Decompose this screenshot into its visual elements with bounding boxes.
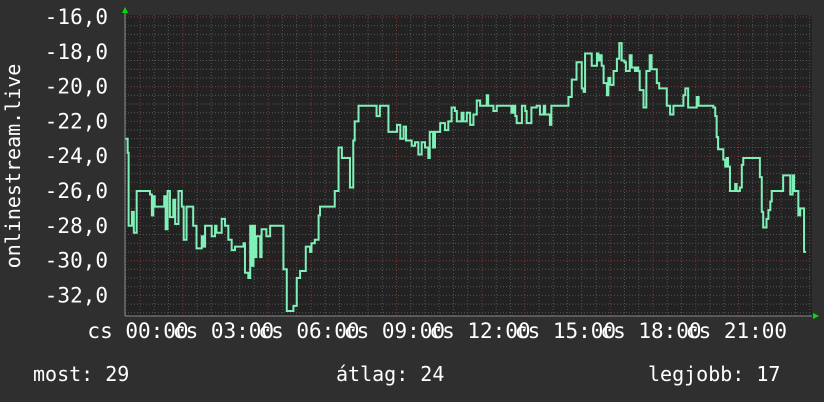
y-tick-label: -28,0 <box>45 214 108 238</box>
y-axis-label: onlinestream.live <box>1 64 25 269</box>
y-tick-label: -18,0 <box>45 40 108 64</box>
plot-area <box>125 15 812 316</box>
y-axis-arrow-icon <box>122 7 128 13</box>
x-tick-label: cs 09:00 <box>344 319 445 343</box>
y-tick-label: -24,0 <box>45 144 108 168</box>
axes <box>122 7 819 319</box>
y-tick-label: -22,0 <box>45 109 108 133</box>
x-tick-label: cs 21:00 <box>686 319 787 343</box>
y-tick-label: -26,0 <box>45 179 108 203</box>
x-tick-label: cs 12:00 <box>429 319 530 343</box>
x-tick-label: cs 06:00 <box>258 319 359 343</box>
y-axis-ticks: -16,0 -18,0 -20,0 -22,0 -24,0 -26,0 -28,0 -30,0… <box>45 5 108 307</box>
x-tick-label: cs 18:00 <box>600 319 701 343</box>
y-tick-label: -30,0 <box>45 249 108 273</box>
x-tick-label: cs 15:00 <box>515 319 616 343</box>
x-tick-label: cs 00:00 <box>87 319 188 343</box>
y-tick-label: -32,0 <box>45 283 108 307</box>
grid <box>125 15 812 316</box>
x-tick-label: cs 03:00 <box>173 319 274 343</box>
legend-current: most: 29 <box>33 362 130 386</box>
y-tick-label: -16,0 <box>45 5 108 29</box>
y-tick-label: -20,0 <box>45 75 108 99</box>
series-line <box>124 42 806 313</box>
x-axis-arrow-icon <box>813 313 819 319</box>
legend-best: legjobb: 17 <box>648 362 781 386</box>
legend-average: átlag: 24 <box>336 362 445 386</box>
